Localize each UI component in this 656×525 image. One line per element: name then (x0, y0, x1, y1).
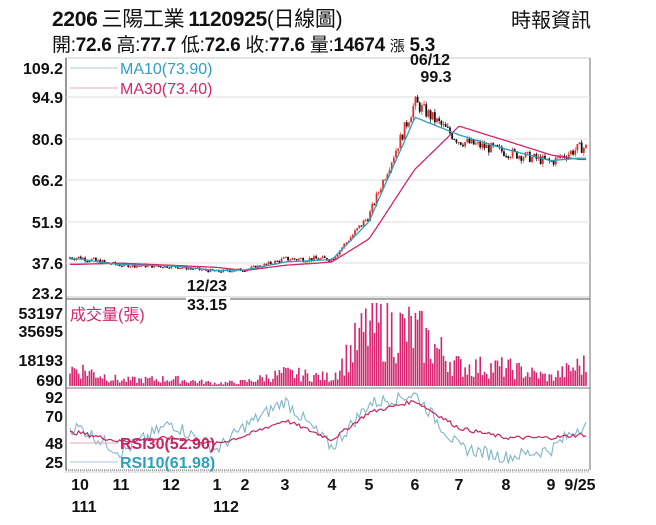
high-value: 99.3 (420, 69, 451, 86)
volume-label: 量: (309, 35, 334, 56)
stock-code: 2206 (52, 8, 98, 31)
rsi10-line (69, 391, 587, 464)
change-label: 漲 (389, 38, 405, 55)
quote-summary: 開:72.6 高:77.7 低:72.6 收:77.6 量:14674 漲 5.… (52, 30, 435, 57)
volume-value: 14674 (333, 35, 386, 56)
stock-name: 三陽工業 (101, 8, 185, 31)
volume-tick: 53197 (19, 306, 64, 323)
volume-tick: 18193 (19, 353, 64, 370)
source-label: 時報資訊 (511, 10, 591, 32)
panel-frames (65, 57, 591, 471)
x-tick: 11 (113, 477, 130, 494)
rsi-tick: 92 (45, 390, 63, 407)
x-tick: 8 (502, 477, 511, 494)
rsi-tick: 70 (45, 409, 63, 426)
rsi-legend: RSI30(52.90) RSI10(61.98) (70, 436, 215, 472)
x-tick: 5 (365, 477, 374, 494)
x-tick: 3 (281, 477, 290, 494)
volume-bars (69, 303, 587, 386)
ma30-line (70, 125, 586, 272)
x-tick: 9/25 (564, 477, 595, 494)
x-year: 111 (72, 499, 97, 516)
x-tick: 6 (411, 477, 420, 494)
low-value: 72.6 (204, 35, 241, 56)
chart-type: (日線圖) (266, 8, 343, 31)
rsi-tick: 48 (45, 436, 63, 453)
rsi-tick: 25 (45, 455, 63, 472)
x-tick: 12 (162, 477, 180, 494)
x-tick: 4 (328, 477, 337, 494)
chart-date: 1120925 (188, 8, 267, 31)
price-tick: 23.2 (32, 286, 63, 303)
price-tick: 37.6 (32, 256, 63, 273)
open-label: 開: (52, 35, 76, 56)
price-legend: MA10(73.90) MA30(73.40) (70, 61, 213, 98)
x-tick: 10 (71, 477, 89, 494)
close-value: 77.6 (269, 35, 305, 56)
low-value: 33.15 (187, 297, 227, 314)
x-year: 112 (213, 499, 239, 516)
close-label: 收: (245, 35, 270, 56)
rsi30-line (69, 399, 587, 446)
price-gridlines (66, 96, 590, 264)
low-annotation: 12/23 33.15 (186, 278, 230, 314)
low-date: 12/23 (187, 278, 227, 295)
volume-tick: 690 (36, 373, 63, 390)
high-value: 77.7 (140, 35, 176, 56)
chart-title: 2206 三陽工業 1120925(日線圖) (52, 3, 343, 33)
x-tick: 2 (241, 477, 250, 494)
rsi-y-axis: 92 70 48 25 (45, 390, 63, 472)
high-label: 高: (116, 35, 141, 56)
x-tick: 7 (455, 477, 464, 494)
candlesticks (69, 94, 587, 273)
legend-rsi10: RSI10(61.98) (120, 455, 215, 472)
price-tick: 94.9 (32, 90, 63, 107)
legend-ma30: MA30(73.40) (120, 81, 213, 98)
price-tick: 51.9 (32, 215, 63, 232)
price-tick: 80.6 (32, 132, 63, 149)
high-date: 06/12 (410, 52, 450, 69)
legend-ma10: MA10(73.90) (120, 61, 213, 78)
change-value: 5.3 (409, 35, 436, 56)
legend-rsi30: RSI30(52.90) (120, 436, 215, 453)
low-label: 低: (180, 35, 205, 56)
volume-tick: 35695 (19, 324, 64, 341)
price-tick: 109.2 (23, 61, 63, 78)
open-value: 72.6 (75, 35, 112, 56)
volume-title: 成交量(張) (70, 306, 145, 324)
x-tick: 9 (547, 477, 556, 494)
x-tick: 1 (213, 477, 222, 494)
price-tick: 66.2 (32, 173, 63, 190)
price-y-axis: 109.2 94.9 80.6 66.2 51.9 37.6 23.2 (23, 61, 63, 303)
ma10-line (70, 116, 586, 272)
high-annotation: 06/12 99.3 (410, 52, 452, 86)
